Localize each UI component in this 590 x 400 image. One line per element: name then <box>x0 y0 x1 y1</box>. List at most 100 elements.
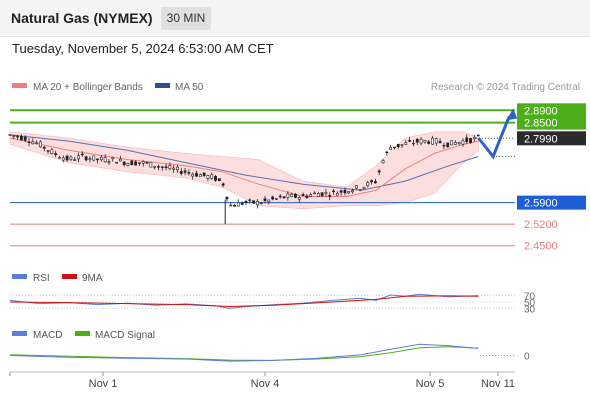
macd-zero-label: 0 <box>524 352 530 363</box>
candle-body <box>362 186 366 189</box>
candle <box>31 138 35 145</box>
candle <box>130 160 134 166</box>
candle <box>210 172 214 180</box>
candle-body <box>377 170 381 173</box>
candle <box>198 173 202 178</box>
candle <box>400 144 404 149</box>
x-tick-label: Nov 4 <box>251 378 280 390</box>
candle-body <box>20 136 23 141</box>
candle-body <box>191 173 195 177</box>
candle-body <box>138 162 141 164</box>
level-label-box-2.7990 <box>517 131 586 146</box>
candle <box>450 140 453 146</box>
candle-body <box>434 138 438 144</box>
price-levels <box>10 109 515 247</box>
candle <box>362 186 366 191</box>
candle <box>73 156 77 161</box>
candle-body <box>385 151 389 154</box>
candle-body <box>92 155 96 161</box>
candle <box>23 135 27 143</box>
candle-body <box>202 172 206 176</box>
candle <box>176 164 179 173</box>
x-tick-label: Nov 1 <box>89 378 118 390</box>
candle <box>248 198 252 204</box>
candle <box>107 159 111 166</box>
candle-body <box>412 142 415 145</box>
candle <box>172 165 176 173</box>
candle <box>457 141 461 146</box>
candle-body <box>332 190 335 193</box>
rsi-ma-line <box>9 295 479 308</box>
candle <box>50 147 54 155</box>
candle-body <box>358 189 362 191</box>
macd-line <box>9 343 479 362</box>
candle <box>373 178 377 184</box>
candle <box>396 143 400 149</box>
candle <box>267 199 271 205</box>
candle <box>46 150 50 155</box>
candle-body <box>396 143 400 148</box>
candle-body <box>88 158 92 160</box>
candle <box>476 134 480 137</box>
candle <box>313 191 316 195</box>
candle <box>351 188 354 194</box>
candle-body <box>195 172 198 177</box>
candle-body <box>335 193 339 196</box>
candle-body <box>172 167 176 170</box>
candle <box>465 134 469 145</box>
candle-body <box>77 155 80 160</box>
candle-body <box>453 142 457 145</box>
candle-body <box>461 140 465 145</box>
candle-body <box>328 195 332 197</box>
candle-body <box>73 159 77 161</box>
candle <box>415 137 419 146</box>
candle-body <box>309 194 313 197</box>
candle <box>301 192 305 196</box>
candle <box>164 163 168 171</box>
candle-body <box>168 165 172 170</box>
candle <box>446 142 450 148</box>
candle <box>191 172 195 180</box>
candle-body <box>373 181 377 184</box>
level-label-2.7990: 2.7990 <box>524 133 558 145</box>
x-tick-label: Nov 5 <box>416 378 445 390</box>
candle-body <box>96 158 99 161</box>
candle-body <box>282 196 286 199</box>
candle <box>145 161 149 165</box>
macd-legend-swatch <box>12 331 27 336</box>
candle-body <box>419 138 423 144</box>
candle <box>65 154 69 162</box>
level-label-box-2.5900 <box>517 195 586 210</box>
candle-body <box>58 157 61 159</box>
candle <box>286 191 290 201</box>
candle <box>431 135 434 146</box>
candle-body <box>198 174 202 178</box>
candle <box>149 161 153 168</box>
candle <box>347 190 351 195</box>
candle-body <box>366 182 370 186</box>
candle <box>160 166 164 171</box>
candle <box>61 155 65 163</box>
interval-button[interactable]: 30 MIN <box>161 7 211 30</box>
candle-body <box>50 149 54 155</box>
candle-body <box>252 200 255 204</box>
level-label-box-2.8500 <box>517 115 586 130</box>
macd-signal-legend-swatch <box>75 331 90 336</box>
candle <box>225 196 229 202</box>
candle <box>259 201 263 205</box>
candle-body <box>297 197 301 200</box>
candle-body <box>210 174 214 179</box>
candle-body <box>347 191 351 194</box>
candle-body <box>229 204 233 207</box>
candle <box>408 136 412 143</box>
rsi-level-label-30: 30 <box>524 304 536 315</box>
candle-body <box>446 142 450 148</box>
candle-body <box>476 134 480 137</box>
candle-body <box>320 192 324 197</box>
candle-body <box>259 202 263 205</box>
candle <box>366 180 370 188</box>
candle-body <box>39 141 42 148</box>
candle-body <box>99 156 103 161</box>
